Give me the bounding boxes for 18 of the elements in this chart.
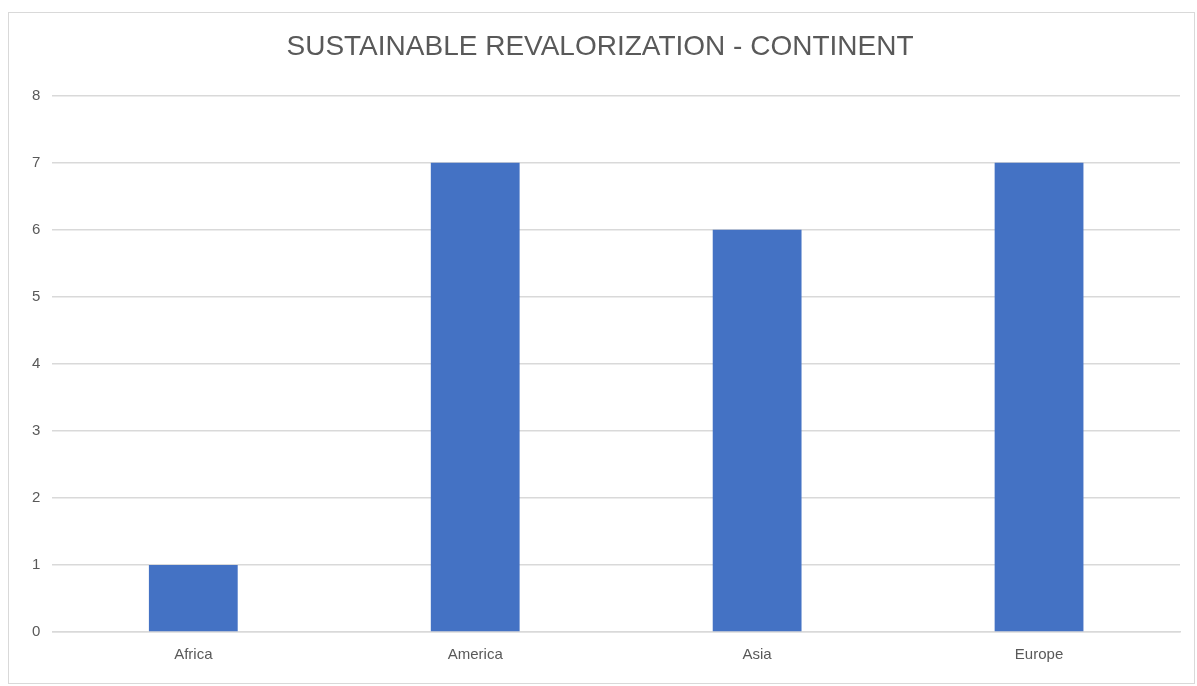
y-tick-label: 0 (32, 622, 41, 640)
y-tick-label: 2 (32, 488, 41, 506)
y-tick-label: 6 (32, 219, 41, 237)
y-tick-label: 1 (32, 555, 41, 573)
x-tick-label: Europe (1014, 645, 1064, 663)
chart-title: SUSTAINABLE REVALORIZATION - CONTINENT (286, 29, 914, 61)
y-tick-label: 8 (32, 85, 41, 103)
bar (430, 162, 520, 632)
y-tick-label: 7 (32, 152, 41, 170)
bar (712, 229, 802, 632)
y-tick-label: 3 (32, 420, 41, 438)
bar (148, 564, 238, 632)
y-tick-label: 4 (32, 353, 41, 371)
x-tick-label: Africa (174, 645, 214, 663)
bar (994, 162, 1084, 632)
x-tick-label: America (447, 645, 504, 663)
x-tick-label: Asia (742, 645, 773, 663)
y-tick-label: 5 (32, 286, 41, 304)
